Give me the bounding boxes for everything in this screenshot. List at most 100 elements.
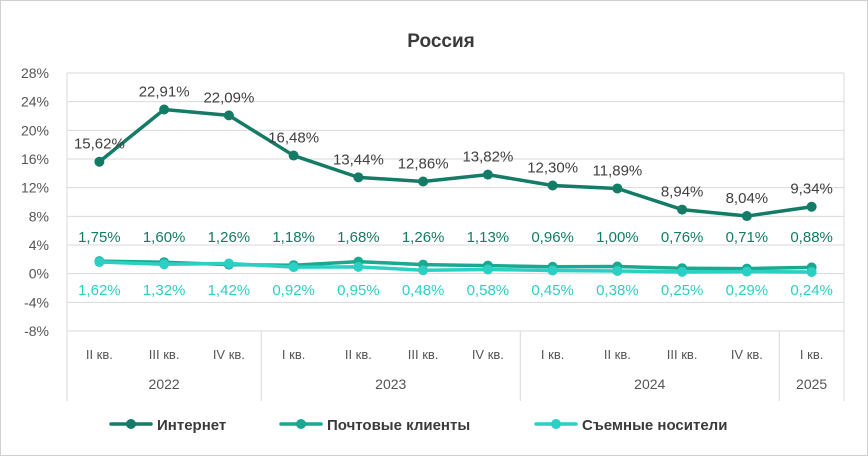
y-tick-label: 4% [29,237,49,253]
data-point [353,261,364,272]
data-label: 1,26% [208,229,251,246]
data-point [288,150,299,161]
data-label: 1,32% [143,282,186,299]
data-point [353,172,364,183]
data-label: 8,94% [661,184,704,201]
data-point [612,265,623,276]
data-label: 0,92% [272,282,315,299]
y-tick-label: 28% [21,65,49,81]
data-label: 12,86% [398,156,449,173]
y-tick-label: 16% [21,151,49,167]
x-tick-label: IV кв. [731,347,763,362]
x-tick-label: IV кв. [472,347,504,362]
data-point [741,211,752,222]
data-label: 0,88% [790,229,833,246]
data-label: 0,45% [531,282,574,299]
y-tick-label: 0% [29,266,49,282]
year-label: 2023 [375,376,406,392]
data-label: 1,68% [337,229,380,246]
data-label: 0,24% [790,282,833,299]
data-label: 0,58% [467,282,510,299]
data-label: 0,29% [726,282,769,299]
data-label: 1,60% [143,229,186,246]
data-label: 0,25% [661,282,704,299]
x-tick-label: III кв. [667,347,698,362]
data-point [677,204,688,215]
legend-label: Почтовые клиенты [327,417,470,434]
x-tick-label: I кв. [541,347,564,362]
data-point [288,262,299,273]
data-label: 15,62% [74,136,125,153]
data-point [418,265,429,276]
data-point [741,266,752,277]
data-point [223,258,234,269]
data-label-layer: 15,62% 22,91% 22,09% 16,48% 13,44% 12,86% 13,8… [74,83,833,299]
data-label: 1,42% [208,282,251,299]
y-tick-label: 24% [21,94,49,110]
data-label: 1,75% [78,229,121,246]
data-point [806,201,817,212]
legend-marker [126,419,136,429]
chart-title: Россия [407,31,474,52]
data-label: 22,91% [139,83,190,100]
x-tick-label: II кв. [86,347,113,362]
y-tick-label: 20% [21,122,49,138]
year-label: 2024 [634,376,665,392]
y-tick-label: 12% [21,180,49,196]
data-point [806,266,817,277]
data-label: 11,89% [592,162,642,179]
data-point [94,257,105,268]
axis-layer: 28% 24% 20% 16% 12% 8% 4% 0% -4% -8% II кв. III кв.… [21,65,827,392]
data-point [482,169,493,180]
data-label: 13,82% [462,149,513,166]
data-label: 0,48% [402,282,445,299]
year-label: 2022 [149,376,180,392]
data-label: 0,38% [596,282,639,299]
data-label: 1,18% [272,229,315,246]
data-point [159,259,170,270]
x-tick-label: III кв. [408,347,439,362]
data-point [482,264,493,275]
data-label: 22,09% [203,89,254,106]
data-point [159,104,170,115]
data-label: 9,34% [790,181,833,198]
y-tick-label: 8% [29,208,49,224]
legend-marker [551,419,561,429]
data-point [547,265,558,276]
data-label: 0,76% [661,229,704,246]
x-tick-label: IV кв. [213,347,245,362]
data-label: 1,62% [78,282,121,299]
data-label: 1,13% [467,229,510,246]
data-point [547,180,558,191]
grid-layer [66,72,845,401]
data-label: 8,04% [726,190,769,207]
y-tick-label: -4% [24,294,49,310]
series-line-1 [97,107,814,218]
x-tick-label: II кв. [604,347,631,362]
data-label: 13,44% [333,151,384,168]
data-point [677,266,688,277]
x-tick-label: III кв. [149,347,180,362]
year-label: 2025 [796,376,827,392]
data-point [94,156,105,167]
data-label: 1,26% [402,229,445,246]
series-layer [94,104,817,277]
data-point [612,183,623,194]
data-label: 1,00% [596,229,639,246]
data-label: 0,96% [531,229,574,246]
data-label: 0,71% [726,229,769,246]
data-label: 12,30% [527,160,578,177]
data-label: 0,95% [337,282,380,299]
legend-label: Интернет [157,417,226,434]
legend-label: Съемные носители [582,417,727,434]
data-point [223,110,234,121]
x-tick-label: I кв. [282,347,305,362]
y-tick-label: -8% [24,323,49,339]
data-label: 16,48% [268,130,319,147]
legend: Интернет Почтовые клиенты Съемные носители [109,417,727,434]
x-tick-label: I кв. [800,347,823,362]
legend-marker [296,419,306,429]
x-tick-label: II кв. [345,347,372,362]
